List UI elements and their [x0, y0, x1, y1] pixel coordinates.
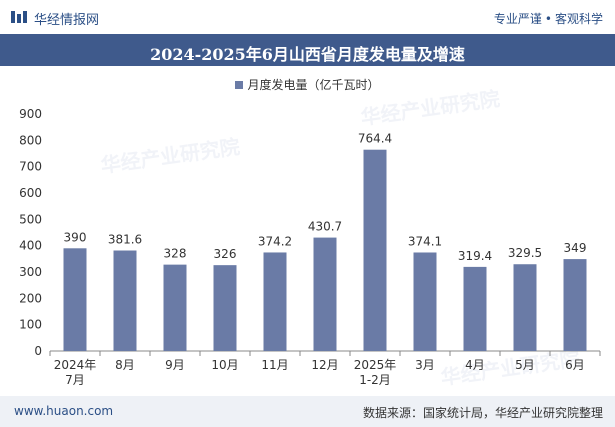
x-tick-label: 5月 [515, 358, 535, 372]
data-label: 381.6 [108, 233, 142, 247]
bar [513, 264, 537, 351]
data-label: 374.1 [408, 234, 442, 248]
chart-title: 2024-2025年6月山西省月度发电量及增速 [150, 45, 465, 64]
bar [63, 248, 87, 351]
x-tick-label: 2024年 [54, 358, 97, 372]
bar [113, 250, 137, 351]
legend-swatch [235, 80, 244, 89]
data-label: 390 [64, 230, 87, 244]
data-label: 430.7 [308, 220, 342, 234]
x-tick-label: 6月 [565, 358, 585, 372]
x-tick-label: 10月 [211, 358, 238, 372]
y-tick-label: 800 [19, 133, 42, 147]
y-tick-label: 900 [19, 107, 42, 121]
tagline-right: 客观科学 [554, 12, 603, 26]
bar [463, 266, 487, 351]
x-tick-label: 4月 [465, 358, 485, 372]
data-label: 329.5 [508, 246, 542, 260]
y-tick-label: 300 [19, 265, 42, 279]
y-tick-label: 100 [19, 318, 42, 332]
x-tick-label: 12月 [311, 358, 338, 372]
bar [263, 252, 287, 351]
y-tick-label: 200 [19, 291, 42, 305]
x-tick-label: 9月 [165, 358, 185, 372]
tagline-left: 专业严谨 [493, 12, 542, 26]
x-tick-label: 1-2月 [359, 373, 391, 387]
x-tick-label: 8月 [115, 358, 135, 372]
brand-name: 华经情报网 [34, 13, 100, 28]
data-label: 764.4 [358, 132, 392, 146]
tagline: 专业严谨 • 客观科学 [494, 10, 603, 27]
data-label: 328 [164, 247, 187, 261]
data-label: 326 [214, 247, 237, 261]
bar [163, 264, 187, 351]
data-label: 349 [564, 241, 587, 255]
y-tick-label: 0 [34, 344, 42, 358]
data-source: 数据来源：国家统计局，华经产业研究院整理 [362, 406, 603, 420]
bar [563, 259, 587, 351]
y-tick-label: 400 [19, 239, 42, 253]
data-label: 374.2 [258, 234, 292, 248]
x-tick-label: 11月 [261, 358, 288, 372]
title-bar: 2024-2025年6月山西省月度发电量及增速 [0, 34, 615, 66]
data-label: 319.4 [458, 249, 492, 263]
y-tick-label: 500 [19, 212, 42, 226]
x-tick-label: 7月 [65, 373, 85, 387]
legend-label: 月度发电量（亿千瓦时） [247, 78, 380, 92]
bar [413, 252, 437, 351]
bar [313, 237, 337, 351]
bar [363, 149, 387, 351]
chart-legend: 月度发电量（亿千瓦时） [0, 76, 615, 93]
y-tick-label: 600 [19, 186, 42, 200]
footer-bar: www.huaon.com 数据来源：国家统计局，华经产业研究院整理 [0, 396, 615, 427]
x-tick-label: 2025年 [354, 358, 397, 372]
header-bar: 华经情报网 专业严谨 • 客观科学 [0, 0, 615, 34]
x-tick-label: 3月 [415, 358, 435, 372]
tagline-separator-icon: • [544, 12, 552, 26]
footer-url[interactable]: www.huaon.com [14, 404, 114, 418]
brand-logo-icon [11, 11, 27, 23]
bar [213, 265, 237, 351]
y-tick-label: 700 [19, 160, 42, 174]
